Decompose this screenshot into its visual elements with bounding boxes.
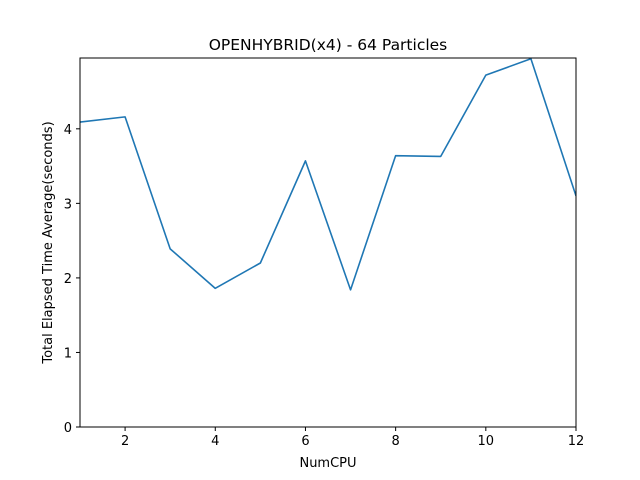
y-axis: 0 1 2 3 4 <box>64 123 80 436</box>
x-tick-label: 2 <box>121 434 129 449</box>
x-tick-label: 6 <box>301 434 309 449</box>
chart-title: OPENHYBRID(x4) - 64 Particles <box>209 36 448 54</box>
y-tick-label: 1 <box>64 346 72 361</box>
plot-frame <box>79 57 577 428</box>
x-tick-label: 10 <box>478 434 495 449</box>
x-tick-label: 12 <box>568 434 585 449</box>
x-tick-label: 8 <box>391 434 399 449</box>
plot-content <box>80 58 576 291</box>
x-axis: 2 4 6 8 10 12 <box>121 427 584 449</box>
y-tick-label: 0 <box>64 421 72 436</box>
x-tick-label: 4 <box>211 434 219 449</box>
y-tick-label: 2 <box>64 272 72 287</box>
series-line <box>80 58 576 291</box>
y-tick-label: 4 <box>64 123 72 138</box>
x-axis-label: NumCPU <box>299 456 356 471</box>
y-tick-label: 3 <box>64 197 72 212</box>
y-axis-label: Total Elapsed Time Average(seconds) <box>41 121 56 364</box>
